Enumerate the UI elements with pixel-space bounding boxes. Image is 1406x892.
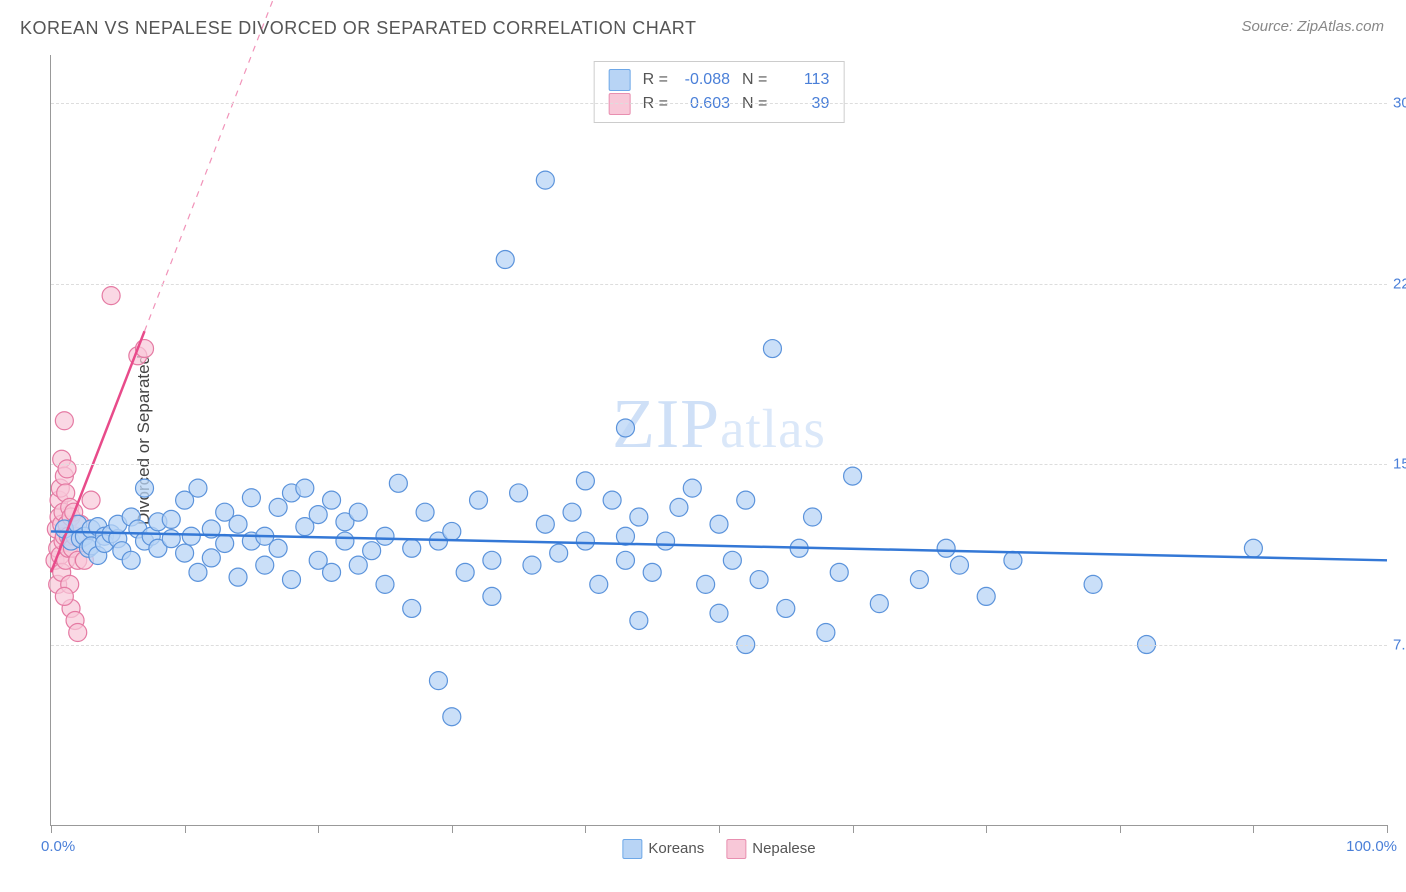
y-tick-label: 22.5%	[1393, 275, 1406, 292]
x-axis-min-label: 0.0%	[41, 838, 75, 855]
x-tick	[719, 825, 720, 833]
legend-bottom: Koreans Nepalese	[622, 839, 815, 859]
stats-row-koreans: R = -0.088 N = 113	[609, 68, 830, 92]
y-tick-label: 7.5%	[1393, 636, 1406, 653]
swatch-koreans	[609, 69, 631, 91]
x-tick	[585, 825, 586, 833]
x-tick	[1253, 825, 1254, 833]
gridline	[51, 103, 1387, 104]
y-tick-label: 15.0%	[1393, 456, 1406, 473]
gridline	[51, 284, 1387, 285]
gridline	[51, 464, 1387, 465]
r-label: R =	[643, 68, 668, 92]
x-tick	[1387, 825, 1388, 833]
chart-title: KOREAN VS NEPALESE DIVORCED OR SEPARATED…	[20, 18, 696, 39]
plot-area: Divorced or Separated ZIPatlas R = -0.08…	[50, 55, 1387, 826]
y-tick-label: 30.0%	[1393, 95, 1406, 112]
stats-legend-box: R = -0.088 N = 113 R = 0.603 N = 39	[594, 61, 845, 123]
n-label: N =	[742, 68, 767, 92]
gridline	[51, 645, 1387, 646]
plot-svg	[51, 55, 1387, 825]
chart-container: KOREAN VS NEPALESE DIVORCED OR SEPARATED…	[0, 0, 1406, 892]
source-attribution: Source: ZipAtlas.com	[1241, 18, 1384, 35]
legend-label-koreans: Koreans	[648, 840, 704, 857]
x-tick	[318, 825, 319, 833]
legend-item-nepalese: Nepalese	[726, 839, 815, 859]
legend-item-koreans: Koreans	[622, 839, 704, 859]
x-axis-max-label: 100.0%	[1346, 838, 1397, 855]
x-tick	[986, 825, 987, 833]
x-tick	[452, 825, 453, 833]
x-tick	[853, 825, 854, 833]
legend-swatch-koreans	[622, 839, 642, 859]
r-value-koreans: -0.088	[680, 68, 730, 92]
legend-label-nepalese: Nepalese	[752, 840, 815, 857]
x-tick	[1120, 825, 1121, 833]
x-tick	[51, 825, 52, 833]
x-tick	[185, 825, 186, 833]
legend-swatch-nepalese	[726, 839, 746, 859]
n-value-koreans: 113	[779, 68, 829, 92]
